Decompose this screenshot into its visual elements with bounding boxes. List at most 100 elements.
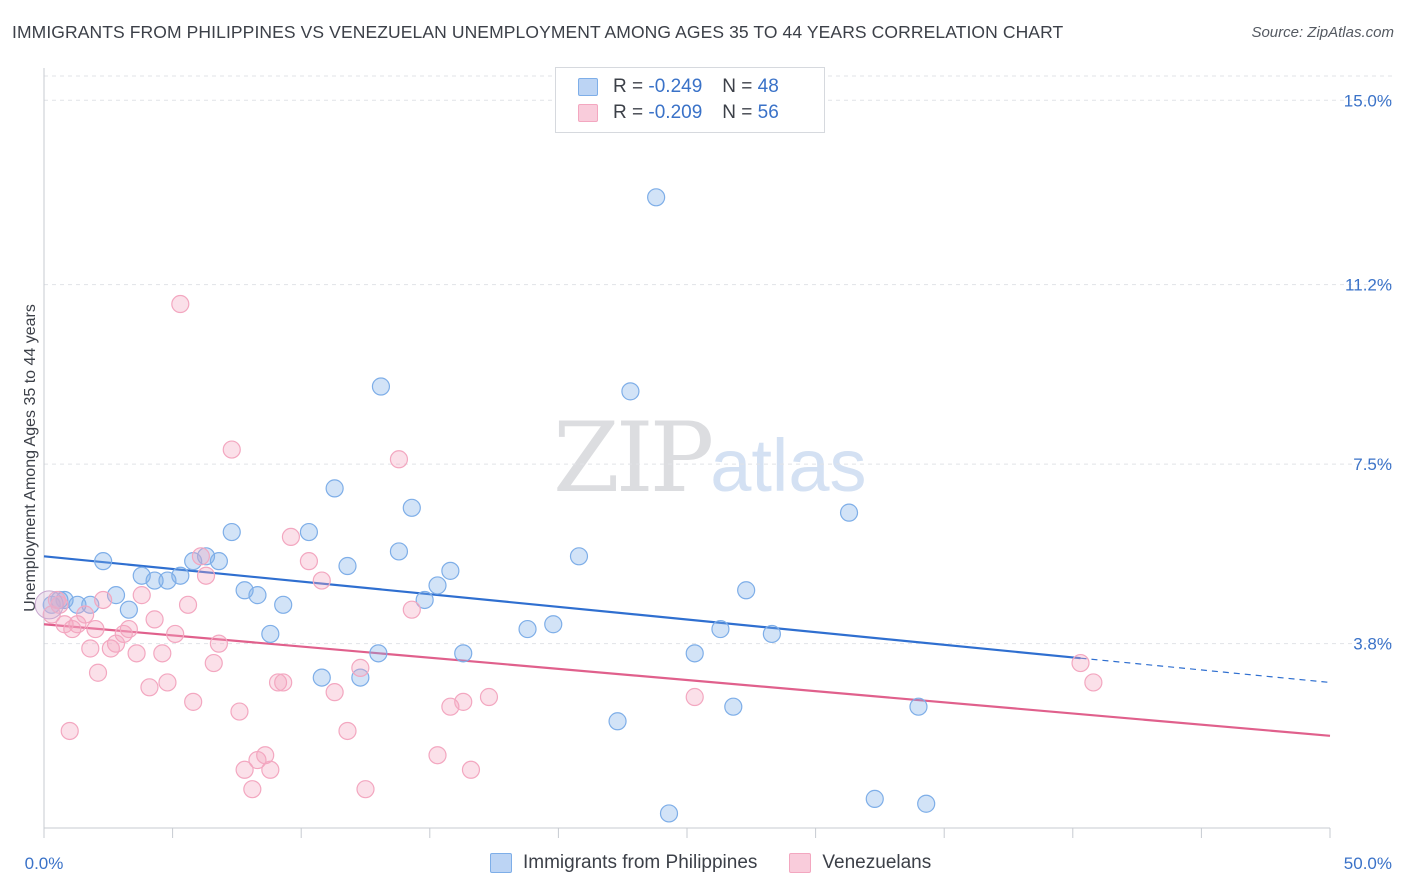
venezuelans-point-5 [76,605,95,624]
philippines-point-28 [402,498,421,517]
philippines-point-11 [171,566,190,585]
legend-r-value: -0.209 [648,102,703,123]
philippines-point-18 [261,624,280,644]
venezuelans-point-33 [261,760,280,779]
philippines-point-5 [94,552,113,571]
series-legend: Immigrants from Philippines Venezuelans [490,852,931,874]
venezuelans-point-49 [479,687,499,707]
venezuelans-point-14 [132,586,151,605]
legend-item-venezuelans[interactable]: Venezuelans [789,852,931,874]
venezuelans-point-47 [454,692,473,711]
venezuelans-point-36 [281,527,301,547]
philippines-point-22 [325,479,344,498]
venezuelans-trend-line [43,623,1331,737]
gridlines [44,75,1392,645]
venezuelans-point-28 [230,702,249,721]
venezuelans-point-50 [685,687,704,707]
venezuelans-point-1 [50,595,69,614]
venezuelans-point-4 [68,615,87,634]
venezuelans-point-24 [196,566,216,585]
venezuelans-point-22 [184,692,203,711]
watermark-zip: ZIP [553,402,714,514]
philippines-point-34 [544,615,563,634]
venezuelans-point-12 [119,619,138,639]
legend-r-label: R = [613,76,644,97]
philippines-point-47 [909,697,928,716]
philippines-point-21 [312,668,331,687]
venezuelans-point-27 [222,440,241,459]
legend-swatch-pink [578,104,598,122]
venezuelans-point-29 [235,760,254,779]
philippines-point-19 [274,595,293,614]
venezuelans-point-39 [325,683,344,702]
venezuelans-point-40 [338,721,357,741]
trend-lines [43,555,1331,737]
philippines-point-48 [917,794,936,813]
chart-title: IMMIGRANTS FROM PHILIPPINES VS VENEZUELA… [12,22,1064,42]
venezuelans-point-55 [47,590,66,610]
philippines-point-40 [685,644,704,663]
philippines-point-7 [119,600,138,619]
philippines-point-38 [647,188,666,207]
x-tick-label-min: 0.0% [25,854,64,873]
philippines-point-29 [415,590,434,610]
philippines-point-44 [762,624,781,644]
tick-labels: 3.8% 7.5% 11.2% 15.0% 0.0% 50.0% [25,91,1392,873]
watermark: ZIPatlas [553,402,867,514]
legend-swatch-blue [490,853,512,873]
legend-label-venezuelans: Venezuelans [822,852,932,873]
venezuelans-point-45 [428,746,447,765]
philippines-point-15 [222,522,241,542]
x-tick-label-max: 50.0% [1344,854,1392,873]
venezuelans-point-38 [312,571,331,590]
philippines-point-36 [608,712,627,731]
venezuelans-point-3 [63,619,82,639]
venezuelans-point-44 [402,600,421,619]
venezuelans-point-17 [153,644,172,663]
venezuelans-point-9 [101,639,120,658]
legend-label-philippines: Immigrants from Philippines [523,852,758,873]
y-tick-label-1: 7.5% [1353,455,1392,474]
philippines-point-46 [865,789,884,808]
philippines-point-20 [299,522,319,542]
legend-swatch-pink [789,853,812,873]
venezuelans-point-7 [88,663,108,682]
watermark-atlas: atlas [710,424,867,507]
venezuelans-point-18 [158,673,177,692]
philippines-point-42 [724,697,743,716]
venezuelans-point-30 [243,780,262,799]
cluster-point [34,590,64,620]
venezuelans-point-25 [204,653,223,673]
philippines-point-31 [441,561,460,580]
legend-row-philippines: R = -0.249 N = 48 [578,75,779,99]
philippines-point-26 [371,377,391,396]
venezuelans-point-20 [171,294,190,314]
legend-item-philippines[interactable]: Immigrants from Philippines [490,852,757,874]
venezuelans-point-48 [461,760,481,779]
venezuelans-point-35 [274,673,293,692]
venezuelans-point-23 [191,547,210,566]
philippines-point-45 [839,503,859,522]
venezuelans-point-37 [299,552,319,571]
legend-swatch-blue [578,78,598,96]
legend-n-label: N = [722,102,753,123]
venezuelans-point-41 [351,658,370,677]
y-tick-label-3: 15.0% [1344,91,1392,110]
legend-row-venezuelans: R = -0.209 N = 56 [578,101,779,125]
philippines-point-27 [389,542,409,561]
philippines-point-33 [518,619,537,639]
legend-n-value: 48 [757,76,779,97]
venezuelans-point-21 [178,595,198,614]
legend-n-label: N = [722,76,753,97]
legend-n-value: 56 [757,102,779,123]
venezuelans-point-13 [127,644,146,663]
venezuelans-point-54 [60,721,79,741]
legend-r-value: -0.249 [648,76,703,97]
venezuelans-point-52 [1084,673,1103,692]
source-label: Source: ZipAtlas.com [1251,24,1394,41]
philippines-point-9 [145,571,164,590]
philippines-trend-extension [1080,657,1331,684]
y-tick-label-2: 11.2% [1345,276,1392,295]
venezuelans-point-10 [106,634,126,653]
